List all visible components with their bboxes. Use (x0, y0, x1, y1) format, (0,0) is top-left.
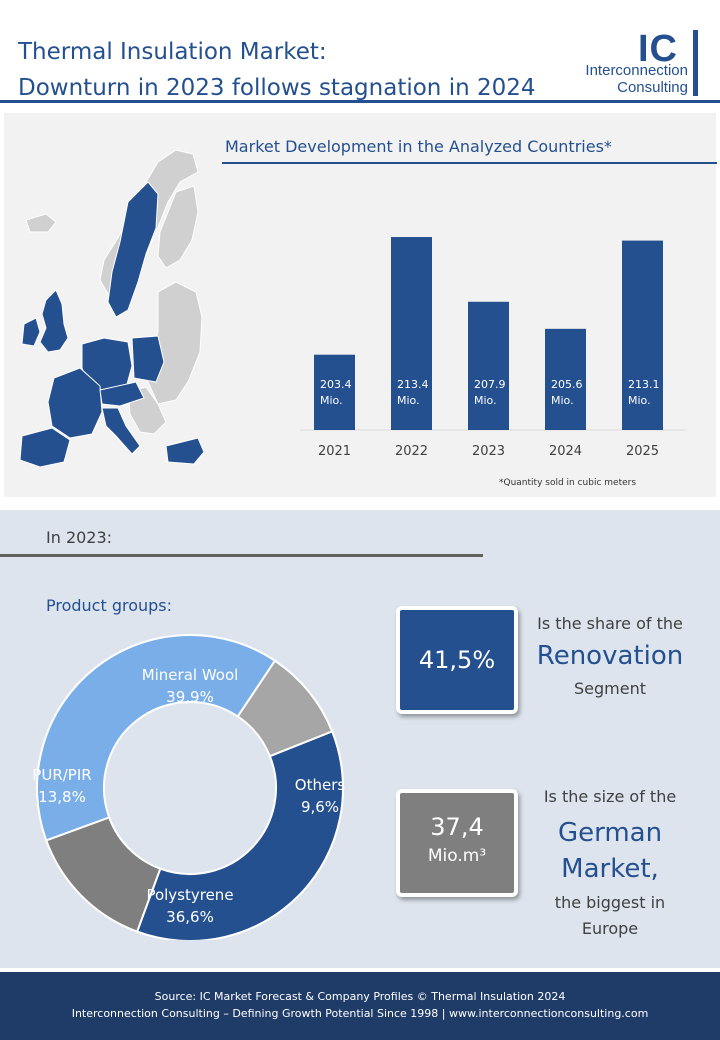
map-iceland (25, 213, 57, 233)
x-tick-label-2023: 2023 (472, 444, 505, 459)
german-market-highlight-line-1: German (557, 818, 663, 848)
map-finland (157, 185, 199, 269)
bar-2023 (468, 301, 509, 430)
german-market-unit: Mio.m³ (427, 846, 487, 866)
renovation-share-box: 41,5% (396, 606, 518, 714)
bar-data-label-2025: 213.1 (628, 378, 660, 391)
map-sweden (107, 181, 159, 318)
german-market-box: 37,4 Mio.m³ (396, 789, 518, 897)
x-tick-label-2022: 2022 (395, 444, 428, 459)
logo-name-line-2: Consulting (617, 79, 688, 96)
renovation-share-value: 41,5% (418, 646, 496, 674)
map-iberia (19, 427, 71, 467)
x-tick-label-2024: 2024 (549, 444, 582, 459)
german-market-text-highlight: German Market, (510, 815, 710, 887)
map-france (47, 367, 103, 439)
section-year-label: In 2023: (46, 528, 113, 547)
donut-category-label: Polystyrene (146, 886, 233, 904)
company-logo: IC Interconnection Consulting (558, 28, 698, 98)
donut-slice-pur-pir (44, 816, 162, 933)
footer-tagline: Interconnection Consulting – Defining Gr… (71, 1007, 649, 1020)
header: Thermal Insulation Market: Downturn in 2… (0, 0, 720, 104)
donut-category-label: Mineral Wool (142, 666, 239, 684)
bar-chart-title: Market Development in the Analyzed Count… (225, 137, 612, 156)
german-market-text-bottom: the biggest in Europe (520, 890, 700, 942)
map-ireland (21, 317, 41, 347)
bar-data-label-2025: Mio. (628, 394, 651, 407)
x-tick-label-2021: 2021 (318, 444, 351, 459)
product-groups-donut-chart: Mineral Wool 39,9% Others 9,6% Polystyrene 36… (32, 634, 346, 940)
market-bar-chart: 203.4 Mio. 2021 213.4 Mio. 2022 207.9 Mio. 2023 2… (300, 237, 685, 459)
bar-data-label-2022: 213.4 (397, 378, 429, 391)
logo-mark: IC (638, 28, 678, 70)
donut-chart-title: Product groups: (46, 596, 173, 615)
x-tick-label-2025: 2025 (626, 444, 659, 459)
donut-slice-mineral-wool (36, 634, 277, 842)
footer-source: Source: IC Market Forecast & Company Pro… (154, 990, 566, 1003)
bar-chart-footnote: *Quantity sold in cubic meters (499, 478, 637, 488)
german-market-value: 37,4 (430, 813, 484, 841)
german-market-text-top: Is the size of the (543, 787, 677, 806)
donut-value-label: 13,8% (38, 788, 86, 806)
page-title-line-2: Downturn in 2023 follows stagnation in 2… (18, 75, 536, 101)
bar-2021 (314, 354, 355, 430)
map-austria-swiss (99, 381, 145, 407)
donut-category-label: PUR/PIR (32, 766, 91, 784)
logo-bar (693, 30, 698, 96)
bar-2022 (391, 237, 432, 430)
german-market-highlight-line-2: Market, (561, 854, 659, 884)
donut-value-label: 39,9% (166, 688, 214, 706)
bar-data-label-2023: Mio. (474, 394, 497, 407)
footer (0, 972, 720, 1040)
bar-data-label-2024: 205.6 (551, 378, 583, 391)
donut-slice-polystyrene (135, 730, 344, 940)
bar-data-label-2023: 207.9 (474, 378, 506, 391)
bar-data-label-2021: Mio. (320, 394, 343, 407)
page-title: Thermal Insulation Market: Downturn in 2… (18, 34, 536, 106)
german-market-bottom-line-1: the biggest in (554, 893, 666, 912)
map-uk (39, 289, 69, 353)
bar-data-label-2024: Mio. (551, 394, 574, 407)
bar-chart-title-divider (222, 162, 717, 164)
renovation-text-highlight: Renovation (536, 641, 684, 671)
map-italy (101, 407, 141, 455)
renovation-text-top: Is the share of the (537, 614, 683, 633)
section-divider (0, 554, 483, 557)
bar-2024 (545, 328, 586, 430)
donut-category-label: Others (295, 776, 346, 794)
header-divider (0, 100, 720, 103)
donut-value-label: 36,6% (166, 908, 214, 926)
map-turkey (165, 437, 204, 465)
europe-map (19, 149, 204, 467)
page-title-line-1: Thermal Insulation Market: (18, 39, 327, 65)
bar-2025 (622, 240, 663, 430)
german-market-bottom-line-2: Europe (581, 919, 639, 938)
bar-data-label-2022: Mio. (397, 394, 420, 407)
donut-value-label: 9,6% (301, 798, 339, 816)
bar-data-label-2021: 203.4 (320, 378, 352, 391)
logo-name-line-1: Interconnection (585, 62, 688, 79)
map-poland (131, 335, 165, 383)
renovation-text-bottom: Segment (574, 679, 646, 698)
